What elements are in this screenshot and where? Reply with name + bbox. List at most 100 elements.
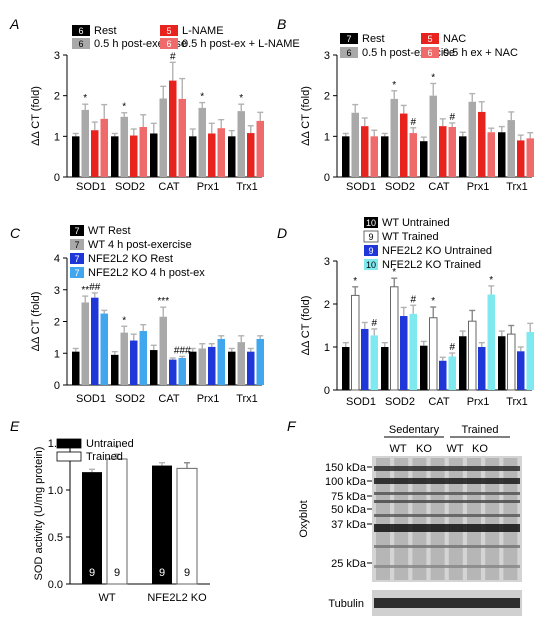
x-tick-label: SOD2 xyxy=(385,181,415,193)
blot-marker-label: 37 kDa xyxy=(331,519,367,531)
legend-badge: 6 xyxy=(427,48,432,58)
bar xyxy=(176,467,198,585)
legend-label: NFE2L2 KO Trained xyxy=(382,259,481,271)
x-tick-label: Prx1 xyxy=(197,393,220,405)
blot-lane-label: WT xyxy=(389,443,406,455)
bar xyxy=(420,345,428,390)
x-tick-label: Prx1 xyxy=(467,181,490,193)
bar xyxy=(81,302,89,385)
bar xyxy=(459,136,467,177)
bar xyxy=(361,328,369,390)
bar xyxy=(409,313,417,390)
legend-swatch xyxy=(70,225,84,236)
significance-annotation: * xyxy=(392,80,396,91)
bar xyxy=(169,80,177,177)
y-tick-label: 3 xyxy=(324,256,330,268)
legend-label: 0.5 h post-exercise xyxy=(362,47,455,59)
significance-annotation: ### xyxy=(174,345,191,356)
blot-lane-label: WT xyxy=(446,443,463,455)
bar xyxy=(208,346,216,385)
bar xyxy=(370,136,378,177)
legend-badge: 6 xyxy=(78,39,83,49)
blot-main-label: Oxyblot xyxy=(298,500,310,537)
blot-lane xyxy=(485,458,500,580)
bar xyxy=(189,351,197,385)
blot-lane xyxy=(467,458,481,580)
x-tick-label: Trx1 xyxy=(506,181,528,193)
y-tick-label: 1 xyxy=(324,342,330,354)
bar xyxy=(130,135,138,177)
x-tick-label: CAT xyxy=(158,393,179,405)
y-axis-label: ΔΔ CT (fold) xyxy=(300,86,312,146)
legend-label: Rest xyxy=(94,25,117,37)
bar xyxy=(342,136,350,177)
y-tick-label: 0 xyxy=(54,380,60,392)
bar xyxy=(130,340,138,385)
significance-annotation: * xyxy=(83,93,87,104)
significance-annotation: * xyxy=(122,315,126,326)
bar xyxy=(370,335,378,390)
y-tick-label: 4 xyxy=(54,253,60,265)
x-tick-label: Prx1 xyxy=(467,396,490,408)
blot-band xyxy=(374,565,520,568)
legend-swatch xyxy=(70,239,84,250)
legend-badge: 7 xyxy=(74,254,79,264)
bar xyxy=(448,126,456,177)
x-tick-label: Trx1 xyxy=(236,393,258,405)
legend-label: NFE2L2 KO Untrained xyxy=(382,245,492,257)
significance-annotation: ** xyxy=(81,285,89,296)
blot-lane-label: KO xyxy=(416,443,432,455)
blot-marker-label: 100 kDa xyxy=(325,476,367,488)
legend-swatch xyxy=(70,253,84,264)
significance-annotation: * xyxy=(489,275,493,286)
bar xyxy=(498,132,506,177)
bar xyxy=(420,141,428,177)
legend-badge: 6 xyxy=(166,39,171,49)
bar xyxy=(256,338,264,385)
legend-swatch xyxy=(160,38,178,49)
blot-loading-label: Tubulin xyxy=(328,598,364,610)
y-tick-label: 3 xyxy=(54,50,60,62)
significance-annotation: * xyxy=(122,102,126,113)
blot-lane xyxy=(503,458,518,580)
legend-badge: 6 xyxy=(346,48,351,58)
bar xyxy=(381,347,389,390)
n-label: 9 xyxy=(159,567,165,579)
legend-badge: 7 xyxy=(74,240,79,250)
panel-letter-f: F xyxy=(287,418,297,434)
panel-letter-d: D xyxy=(277,225,287,241)
y-tick-label: 0.5 xyxy=(48,532,63,544)
bar xyxy=(228,136,236,177)
bar xyxy=(498,336,506,390)
x-tick-label: SOD2 xyxy=(115,393,145,405)
y-tick-label: 0 xyxy=(54,172,60,184)
blot-marker-label: 25 kDa xyxy=(331,558,367,570)
chart-b: 0 1 2 3 ΔΔ CT (fold) SOD1 SOD2 CAT Prx1 Trx1 * # * #7… xyxy=(300,33,534,193)
legend-swatch xyxy=(364,245,378,256)
y-tick-label: 0.0 xyxy=(48,579,63,591)
blot-group-label: Sedentary xyxy=(389,424,440,436)
legend-label: Untrained xyxy=(86,438,134,450)
significance-annotation: * xyxy=(431,72,435,83)
legend-swatch xyxy=(70,267,84,278)
y-axis-label: ΔΔ CT (fold) xyxy=(30,292,42,352)
legend-label: WT Rest xyxy=(88,225,131,237)
western-blot: Sedentary Trained WT KO WT KO 150 kDa 100 kDa 75… xyxy=(298,424,522,616)
legend-swatch xyxy=(56,451,82,462)
blot-lane xyxy=(448,458,463,580)
bar xyxy=(381,136,389,177)
legend-badge: 6 xyxy=(78,26,83,36)
y-tick-label: 1 xyxy=(54,348,60,360)
legend-label: NFE2L2 KO 4 h post-ex xyxy=(88,267,205,279)
x-tick-label: CAT xyxy=(428,181,449,193)
significance-annotation: * xyxy=(392,267,396,278)
blot-marker-label: 50 kDa xyxy=(331,504,367,516)
bar xyxy=(120,332,128,385)
legend-badge: 7 xyxy=(74,268,79,278)
legend-badge: 9 xyxy=(368,246,373,256)
blot-band xyxy=(374,514,520,517)
bar xyxy=(247,133,255,177)
significance-annotation: * xyxy=(115,443,119,454)
y-axis-label: SOD activity (U/mg protein) xyxy=(33,447,45,581)
